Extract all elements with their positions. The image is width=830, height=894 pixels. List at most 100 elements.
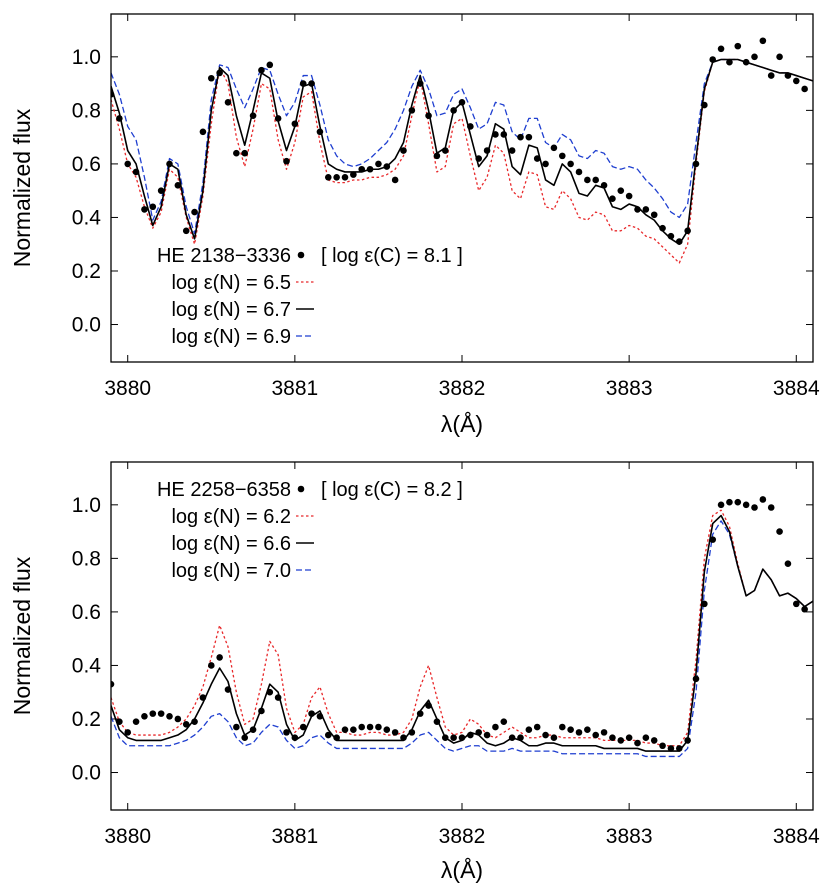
legend-entry-label: log ε(N) = 7.0 xyxy=(171,560,291,582)
y-tick-label: 0.8 xyxy=(72,99,101,122)
observed-point xyxy=(475,155,483,162)
observed-point xyxy=(558,723,566,731)
observed-point xyxy=(467,123,474,130)
observed-point xyxy=(441,734,449,742)
observed-point xyxy=(416,710,424,717)
observed-point xyxy=(233,723,240,731)
observed-point xyxy=(224,99,232,106)
observed-point xyxy=(199,128,207,136)
observed-point xyxy=(224,686,232,693)
observed-point xyxy=(792,600,800,608)
observed-point xyxy=(742,501,750,509)
observed-point xyxy=(784,72,792,79)
observed-point xyxy=(734,498,742,506)
observed-point xyxy=(308,80,315,87)
observed-point xyxy=(584,176,591,184)
observed-point xyxy=(111,91,115,98)
observed-point xyxy=(701,101,708,109)
observed-point xyxy=(759,496,767,503)
observed-point xyxy=(667,745,675,752)
observed-point xyxy=(375,160,382,168)
top-panel: 3880 3881 3882 3883 3884 0.0 0.2 0.4 0.6 0.8 1.0 λ(… xyxy=(9,13,820,437)
y-tick-label: 0.6 xyxy=(72,601,101,624)
observed-point xyxy=(408,729,416,736)
model-line-1 xyxy=(111,58,813,246)
legend-star-name: HE 2138−3336 xyxy=(157,245,291,267)
observed-point xyxy=(341,173,349,181)
observed-point xyxy=(157,187,165,194)
observed-point xyxy=(642,734,650,742)
x-tick-label: 3883 xyxy=(606,825,653,848)
observed-point xyxy=(751,53,758,61)
observed-point xyxy=(274,694,282,701)
observed-point xyxy=(416,80,424,87)
x-tick-label: 3880 xyxy=(104,825,151,848)
legend: HE 2138−3336 [ log ε(C) = 8.1 ] log ε(N) =… xyxy=(157,245,463,348)
observed-point xyxy=(717,501,725,509)
observed-point xyxy=(324,731,332,739)
observed-point xyxy=(299,80,307,87)
observed-point xyxy=(116,718,123,725)
observed-point xyxy=(533,155,541,162)
observed-point xyxy=(575,168,583,176)
observed-point xyxy=(408,107,416,114)
observed-point xyxy=(625,192,633,200)
observed-point xyxy=(241,149,249,157)
observed-point xyxy=(132,718,140,725)
y-axis-title: Normalized flux xyxy=(9,108,35,267)
legend-star-name: HE 2258−6358 xyxy=(157,479,291,501)
x-tick-label: 3880 xyxy=(104,377,151,400)
observed-point xyxy=(216,654,223,661)
observed-point xyxy=(592,731,600,739)
legend-entry-label: log ε(N) = 6.7 xyxy=(171,299,291,321)
observed-point xyxy=(124,160,132,168)
observed-point xyxy=(191,208,198,216)
x-tick-label: 3884 xyxy=(773,377,820,400)
observed-point xyxy=(207,662,215,669)
observed-point xyxy=(450,734,457,742)
observed-point xyxy=(558,152,566,160)
observed-point xyxy=(266,61,274,69)
observed-point xyxy=(391,729,399,736)
observed-point xyxy=(358,165,366,173)
observed-point xyxy=(258,66,265,74)
observed-point xyxy=(450,107,457,114)
observed-point xyxy=(383,163,391,170)
observed-point xyxy=(157,710,165,717)
observed-point xyxy=(767,504,775,511)
x-tick-label: 3883 xyxy=(606,377,653,400)
observed-point xyxy=(600,729,608,736)
observed-point xyxy=(283,157,290,165)
observed-point xyxy=(475,729,483,736)
x-axis-title: λ(Å) xyxy=(441,410,483,437)
observed-point xyxy=(149,203,157,211)
y-tick-label: 1.0 xyxy=(72,46,101,69)
plot-frame xyxy=(110,13,814,363)
observed-point xyxy=(191,718,198,725)
observed-point xyxy=(316,713,324,720)
observed-point xyxy=(609,734,616,742)
observed-point xyxy=(684,227,691,235)
observed-point xyxy=(166,160,173,168)
observed-point xyxy=(333,173,340,181)
observed-point xyxy=(283,729,290,736)
observed-point xyxy=(358,723,366,731)
observed-point xyxy=(291,734,299,742)
observed-point xyxy=(233,149,240,157)
x-axis-title: λ(Å) xyxy=(441,856,483,883)
observed-point xyxy=(550,144,558,152)
observed-point xyxy=(792,77,800,85)
observed-point xyxy=(391,176,399,184)
observed-point xyxy=(517,734,524,742)
y-tick-label: 1.0 xyxy=(72,494,101,517)
observed-point xyxy=(717,45,725,53)
observed-point xyxy=(458,99,466,106)
observed-point xyxy=(734,42,742,50)
observed-point xyxy=(425,112,432,120)
x-tick-label: 3884 xyxy=(773,825,820,848)
observed-point xyxy=(675,238,683,245)
observed-point xyxy=(433,152,441,160)
observed-point xyxy=(659,224,666,232)
x-tick-label: 3882 xyxy=(439,377,486,400)
observed-point xyxy=(709,536,717,543)
